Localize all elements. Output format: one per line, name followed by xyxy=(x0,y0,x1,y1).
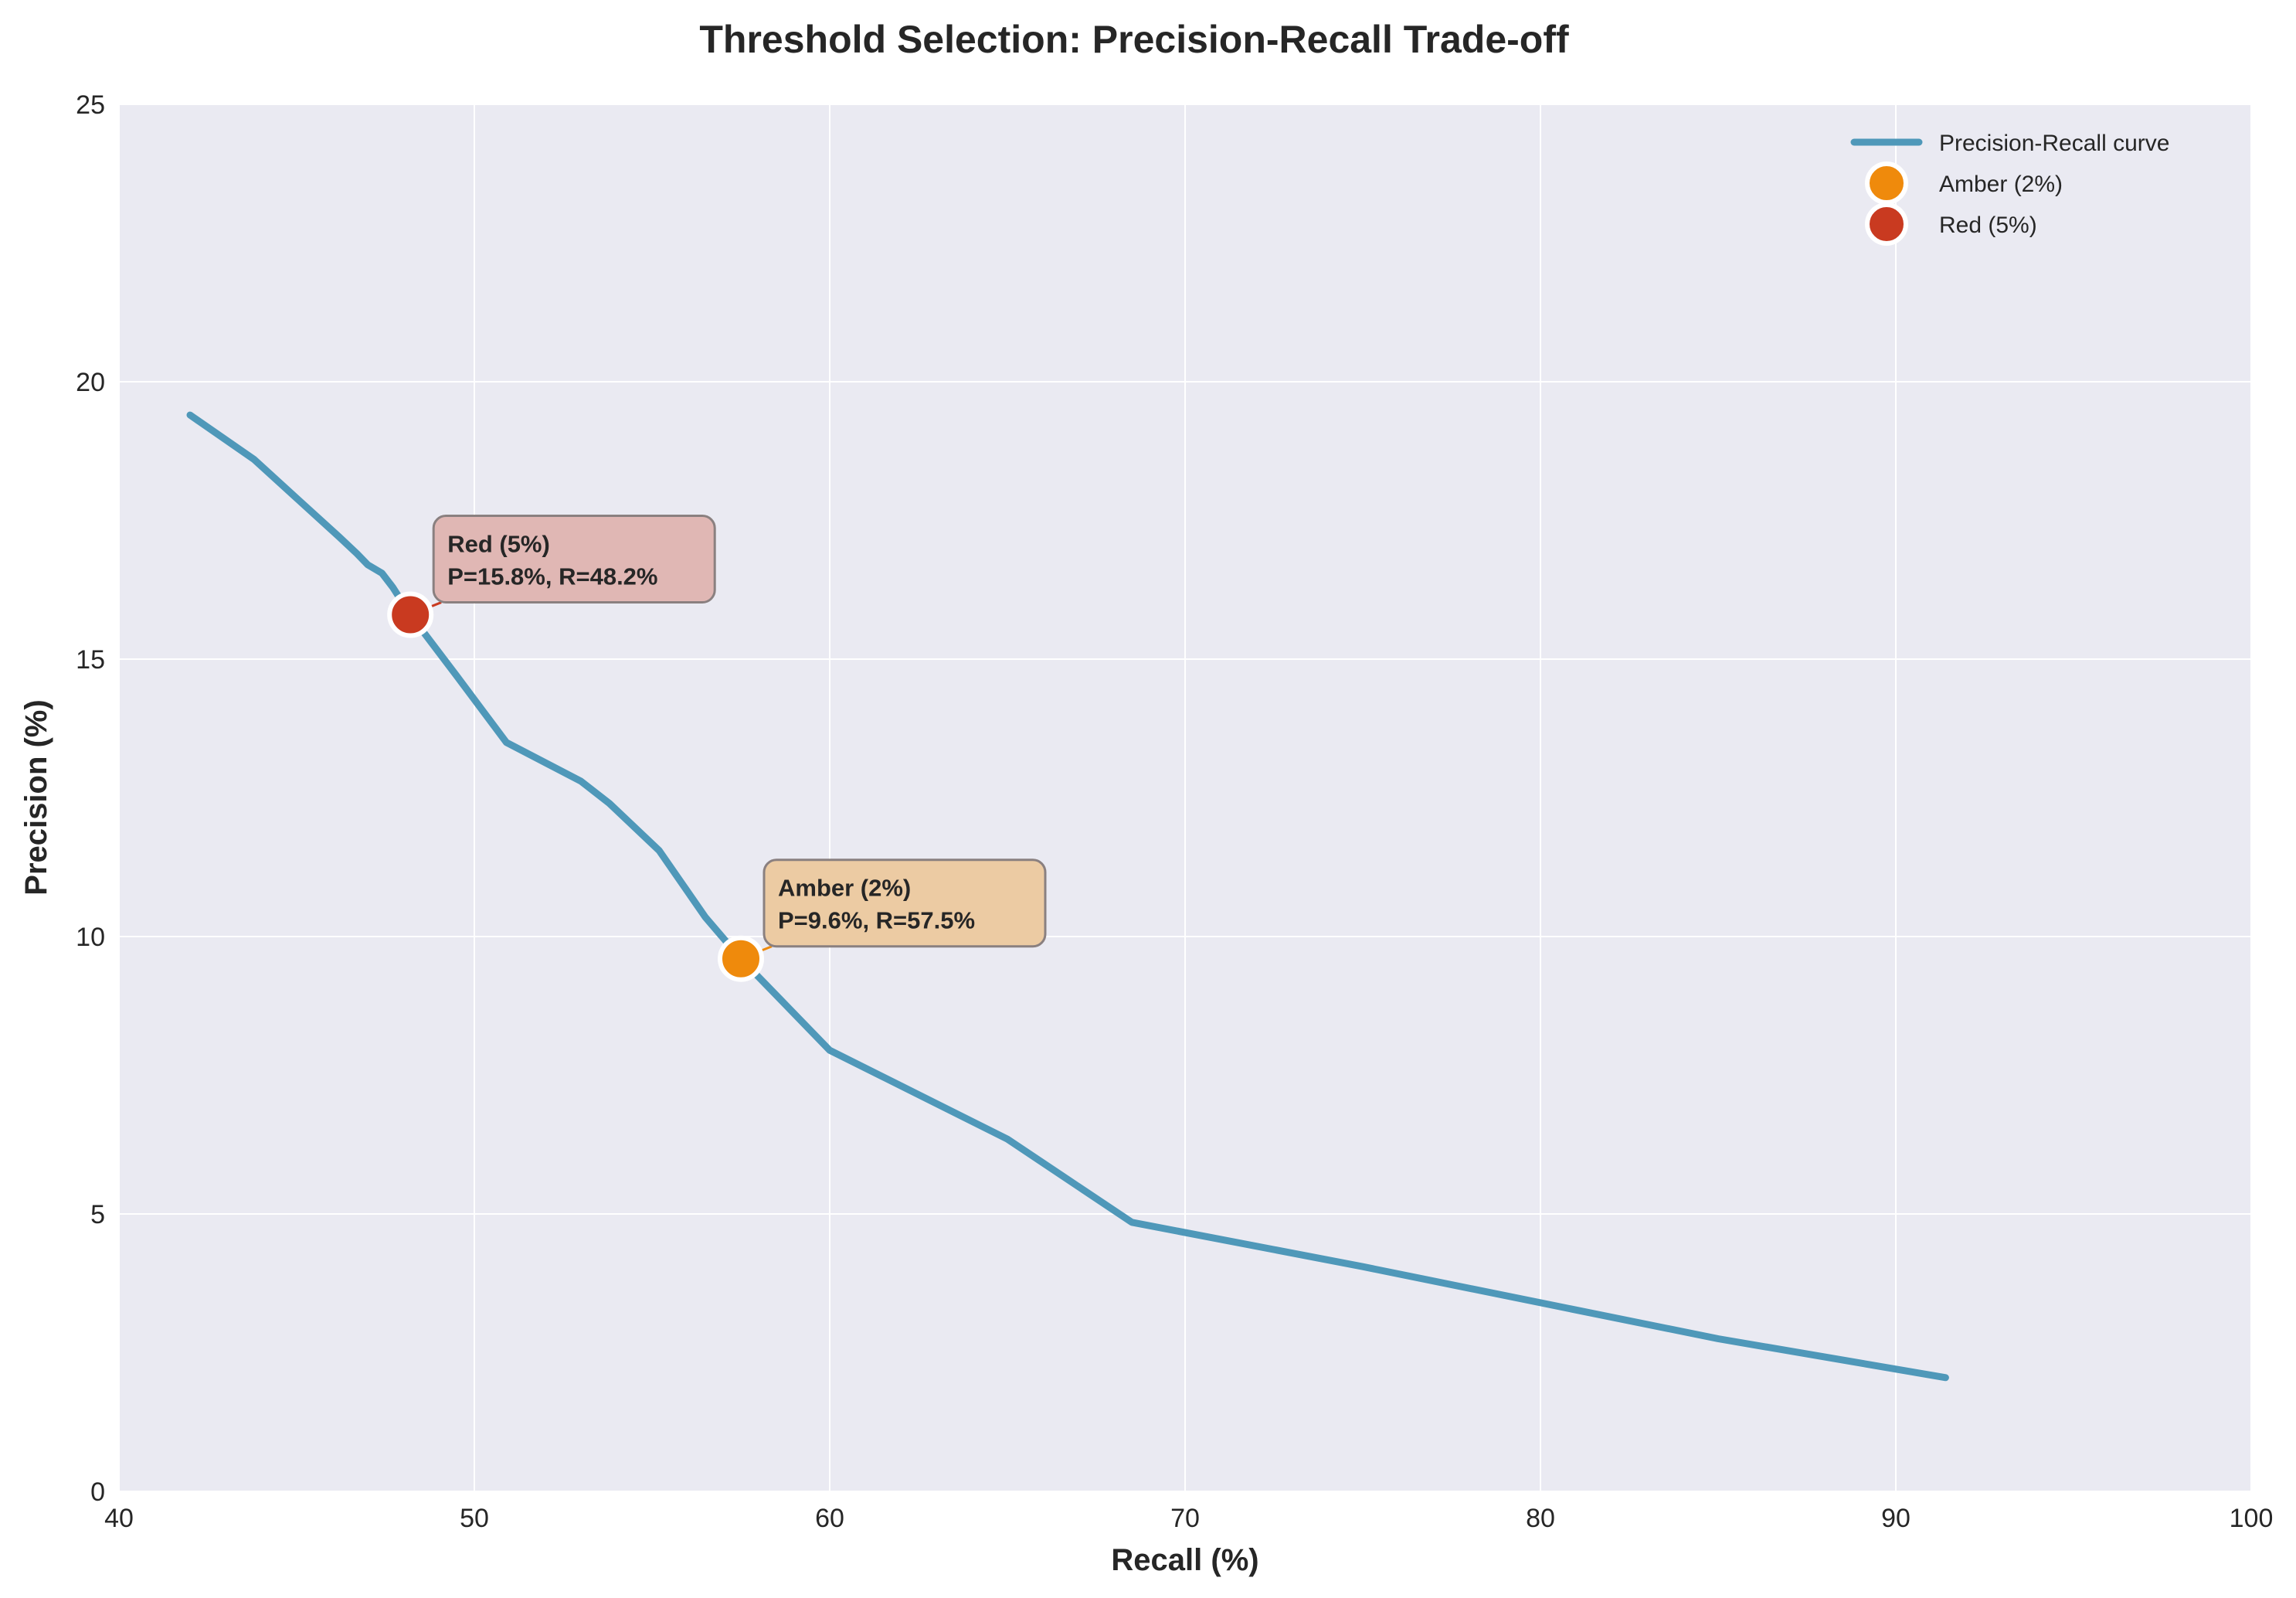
legend-label: Red (5%) xyxy=(1939,212,2037,238)
x-tick-label: 90 xyxy=(1881,1504,1911,1533)
legend: Precision-Recall curve Amber (2%) Red (5%) xyxy=(1850,131,2169,246)
x-axis-ticks: 40 50 60 70 80 90 100 xyxy=(104,1504,2273,1533)
x-tick-label: 100 xyxy=(2230,1504,2274,1533)
y-axis-label: Precision (%) xyxy=(19,699,53,895)
y-tick-label: 25 xyxy=(76,90,105,120)
x-tick-label: 40 xyxy=(104,1504,134,1533)
y-tick-label: 5 xyxy=(90,1200,105,1229)
annotation-values: P=9.6%, R=57.5% xyxy=(778,907,975,934)
x-tick-label: 60 xyxy=(815,1504,844,1533)
x-tick-label: 50 xyxy=(460,1504,489,1533)
x-axis-label: Recall (%) xyxy=(1111,1543,1258,1577)
x-tick-label: 70 xyxy=(1170,1504,1200,1533)
annotations: Amber (2%) P=9.6%, R=57.5% Red (5%) P=15.8%… xyxy=(409,515,1047,960)
threshold-marker xyxy=(387,591,434,638)
markers-layer xyxy=(387,591,764,982)
x-tick-label: 80 xyxy=(1526,1504,1555,1533)
annotation-box xyxy=(763,858,1047,948)
legend-marker-swatch xyxy=(1865,202,1908,246)
y-tick-label: 10 xyxy=(76,923,105,952)
y-tick-label: 15 xyxy=(76,645,105,675)
legend-label: Amber (2%) xyxy=(1939,172,2063,197)
annotation-values: P=15.8%, R=48.2% xyxy=(447,563,657,590)
y-tick-label: 20 xyxy=(76,368,105,397)
chart-title: Threshold Selection: Precision-Recall Tr… xyxy=(699,18,1569,61)
legend-marker-swatch xyxy=(1865,162,1908,205)
annotation-title: Red (5%) xyxy=(447,531,550,558)
annotation-box xyxy=(432,515,716,604)
series-layer xyxy=(186,411,1949,1382)
y-axis-ticks: 0 5 10 15 20 25 xyxy=(76,90,105,1507)
legend-label: Precision-Recall curve xyxy=(1939,131,2169,156)
threshold-marker xyxy=(718,935,764,982)
precision-recall-curve xyxy=(186,411,1949,1382)
annotation-title: Amber (2%) xyxy=(778,875,911,902)
y-tick-label: 0 xyxy=(90,1477,105,1507)
grid xyxy=(118,104,2252,1492)
